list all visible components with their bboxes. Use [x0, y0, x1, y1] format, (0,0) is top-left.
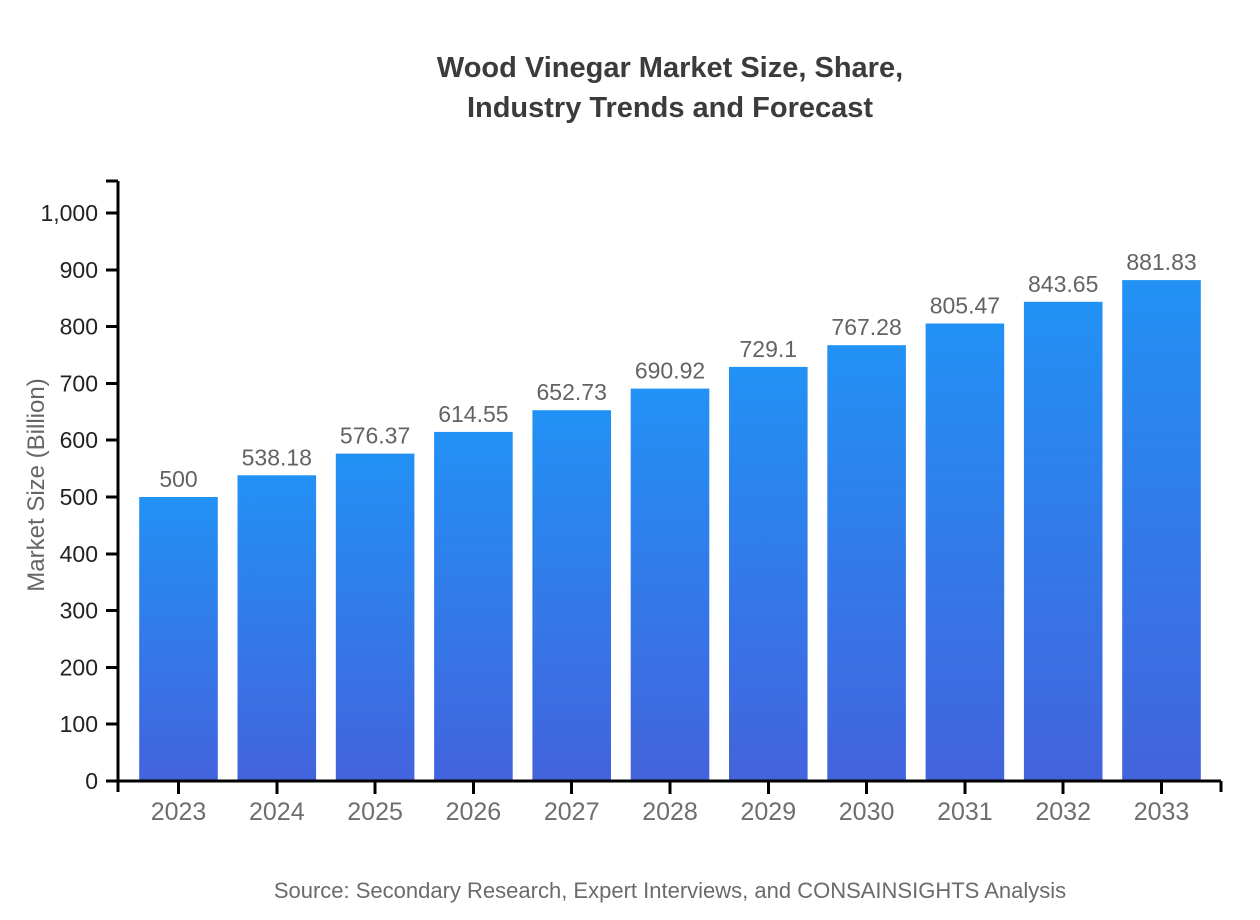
chart-title-line1: Wood Vinegar Market Size, Share,	[436, 52, 904, 84]
y-axis-tick-label: 900	[60, 257, 98, 283]
chart-title: Wood Vinegar Market Size, Share, Industr…	[80, 48, 1260, 128]
x-axis-tick-label: 2029	[740, 798, 796, 826]
x-axis-tick-label: 2023	[151, 798, 207, 826]
bar-2028	[630, 388, 710, 781]
bar-value-label: 767.28	[831, 314, 901, 340]
x-axis-tick-label: 2032	[1035, 798, 1091, 826]
y-axis-tick-label: 600	[60, 427, 98, 453]
bar-value-label: 614.55	[438, 401, 508, 427]
bar-2030	[827, 345, 906, 781]
y-axis-tick-label: 700	[60, 370, 98, 396]
bar-value-label: 729.1	[740, 336, 798, 362]
y-axis-tick-label: 0	[85, 768, 98, 794]
bar-value-label: 843.65	[1028, 271, 1098, 297]
bar-2031	[925, 323, 1005, 781]
source-note: Source: Secondary Research, Expert Inter…	[273, 878, 1067, 903]
bar-value-label: 805.47	[930, 293, 1000, 319]
bar-value-label: 881.83	[1126, 249, 1196, 275]
x-axis-tick-label: 2027	[544, 798, 600, 826]
bar-value-label: 652.73	[537, 379, 607, 405]
y-axis-tick-label: 800	[60, 314, 98, 340]
x-axis-tick-label: 2033	[1134, 798, 1190, 826]
x-axis-tick-label: 2030	[839, 798, 895, 826]
bar-2029	[729, 366, 808, 781]
y-axis-tick-label: 1,000	[40, 200, 98, 226]
x-axis-tick-label: 2028	[642, 798, 698, 826]
chart-title-line2: Industry Trends and Forecast	[466, 92, 874, 124]
y-axis-tick-label: 200	[60, 654, 98, 680]
x-axis-tick-label: 2031	[937, 798, 993, 826]
bar-2026	[434, 431, 513, 781]
bar-value-label: 500	[159, 466, 197, 492]
bar-2024	[237, 475, 317, 781]
x-axis-tick-label: 2024	[249, 798, 305, 826]
y-axis-tick-label: 400	[60, 541, 98, 567]
x-axis-tick-label: 2026	[446, 798, 502, 826]
x-axis-tick-label: 2025	[347, 798, 403, 826]
y-axis-tick-label: 300	[60, 598, 98, 624]
y-axis-tick-label: 500	[60, 484, 98, 510]
bar-value-label: 576.37	[340, 423, 410, 449]
bar-value-label: 690.92	[635, 358, 705, 384]
bar-2025	[335, 453, 415, 781]
bar-2023	[139, 497, 218, 781]
bar-2027	[532, 410, 611, 781]
y-axis-tick-label: 100	[60, 711, 98, 737]
bar-2032	[1023, 301, 1103, 781]
bar-value-label: 538.18	[242, 444, 312, 470]
bar-2033	[1122, 280, 1201, 781]
